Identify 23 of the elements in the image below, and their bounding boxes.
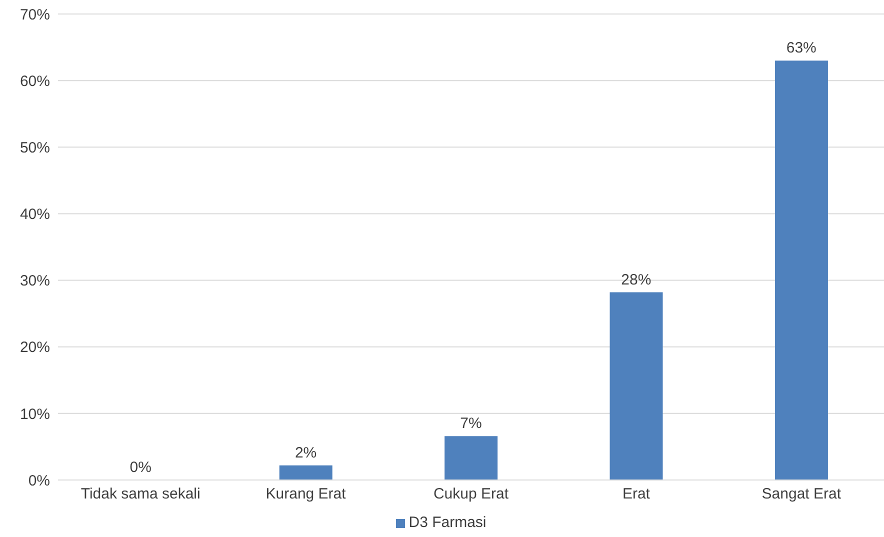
y-tick-label: 0% (28, 472, 50, 490)
y-tick-label: 40% (20, 206, 50, 224)
y-tick-label: 10% (20, 406, 50, 423)
data-label: 63% (786, 40, 816, 57)
bar (774, 60, 828, 480)
y-tick-label: 70% (20, 6, 50, 24)
data-label: 2% (294, 444, 317, 462)
y-tick-label: 20% (20, 339, 50, 356)
legend-label: D3 Farmasi (408, 514, 486, 531)
bar (444, 436, 498, 480)
x-tick-label: Tidak sama sekali (80, 486, 200, 503)
data-label: 0% (130, 459, 152, 476)
y-tick-label: 60% (20, 72, 50, 90)
x-tick-label: Cukup Erat (433, 486, 510, 503)
bar (610, 292, 663, 480)
y-tick-label: 50% (20, 139, 50, 156)
y-tick-label: 30% (20, 272, 50, 290)
data-label: 28% (621, 271, 652, 288)
bar (279, 465, 332, 480)
x-tick-label: Kurang Erat (266, 486, 347, 503)
x-tick-label: Sangat Erat (762, 486, 842, 503)
x-tick-label: Erat (622, 486, 651, 503)
data-label: 7% (460, 415, 482, 432)
